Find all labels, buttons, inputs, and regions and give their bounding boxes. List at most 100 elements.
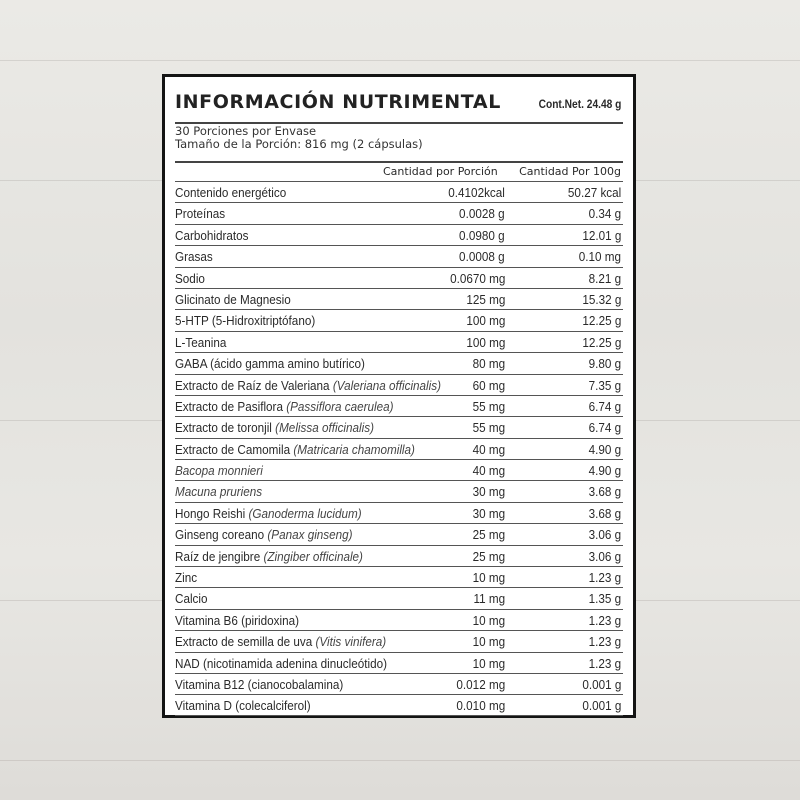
servings-per-container: 30 Porciones por Envase [175,124,317,138]
per-100g-value: 12.25 g [581,334,621,350]
per-serving-value: 125 mg [465,291,505,307]
table-row: Raíz de jengibre (Zingiber officinale) 25… [175,544,623,566]
per-100g-value: 50.27 kcal [567,185,621,200]
nutrient-name: Hongo Reishi (Ganoderma lucidum) [175,506,362,521]
per-serving-value: 60 mg [472,377,505,393]
nutrient-common-name: Vitamina B6 (piridoxina) [175,612,300,628]
per-serving-value: 0.0980 g [459,227,505,243]
nutrient-scientific-name: (Vitis vinifera) [315,634,387,650]
nutrient-table: Contenido energético 0.4102kcal 50.27 kca… [175,181,623,716]
nutrient-scientific-name: (Matricaria chamomilla) [293,441,415,457]
nutrient-common-name: Proteínas [175,206,226,222]
divider [175,161,623,163]
per-100g-value: 0.34 g [588,206,621,222]
per-serving-value: 0.4102kcal [448,185,505,200]
nutrient-scientific-name: (Zingiber officinale) [263,548,363,564]
table-row: Contenido energético 0.4102kcal 50.27 kca… [175,181,623,202]
table-row: Extracto de Raíz de Valeriana (Valeriana… [175,373,623,395]
nutrient-common-name: NAD (nicotinamida adenina dinucleótido) [175,655,388,671]
table-row: Vitamina B12 (cianocobalamina) 0.012 mg 0… [175,672,623,694]
nutrient-name: Proteínas [175,206,225,221]
nutrient-name: Zinc [175,570,197,585]
nutrient-scientific-name: (Passiflora caerulea) [286,398,394,414]
nutrient-name: Vitamina B6 (piridoxina) [175,613,299,628]
nutrient-scientific-name: (Melissa officinalis) [275,420,374,436]
table-row: Glicinato de Magnesio 125 mg 15.32 g [175,287,623,309]
nutrient-common-name: Extracto de semilla de uva [175,634,313,650]
nutrient-common-name: Extracto de Camomila [175,441,291,457]
nutrient-name: Vitamina D (colecalciferol) [175,698,311,713]
per-100g-value: 0.001 g [581,676,621,692]
nutrient-name: NAD (nicotinamida adenina dinucleótido) [175,656,387,671]
nutrient-name: Contenido energético [175,185,286,200]
per-serving-value: 0.0008 g [459,249,505,265]
table-row: Extracto de semilla de uva (Vitis vinife… [175,630,623,651]
net-content: Cont.Net. 24.48 g [538,97,621,111]
nutrient-name: Grasas [175,249,213,264]
table-row: NAD (nicotinamida adenina dinucleótido) … [175,651,623,673]
per-100g-value: 1.23 g [588,570,621,586]
serving-info: 30 Porciones por Envase Tamaño de la Por… [175,125,423,151]
table-row: Vitamina B6 (piridoxina) 10 mg 1.23 g [175,608,623,630]
nutrient-name: GABA (ácido gamma amino butírico) [175,356,365,371]
per-serving-value: 10 mg [472,612,505,628]
nutrition-label: INFORMACIÓN NUTRIMENTAL Cont.Net. 24.48 … [162,74,636,718]
nutrient-common-name: Ginseng coreano [175,527,265,543]
per-serving-value: 55 mg [472,420,505,436]
per-serving-value: 30 mg [472,505,505,521]
column-headers: Cantidad por Porción Cantidad Por 100g [175,165,623,181]
nutrient-scientific-name: (Ganoderma lucidum) [248,505,362,521]
table-row: Proteínas 0.0028 g 0.34 g [175,202,623,223]
per-serving-value: 0.0028 g [459,206,505,222]
nutrient-name: Bacopa monnieri [175,463,263,478]
per-100g-value: 15.32 g [581,291,621,307]
nutrient-common-name: Extracto de Pasiflora [175,398,283,414]
table-row: Vitamina D (colecalciferol) 0.010 mg 0.00… [175,694,623,716]
per-100g-value: 4.90 g [588,463,621,479]
per-serving-value: 0.010 mg [456,698,505,714]
per-serving-value: 25 mg [472,548,505,564]
divider [175,122,623,124]
nutrient-scientific-name: Bacopa monnieri [175,463,263,479]
nutrient-common-name: Sodio [175,270,205,286]
nutrient-name: Extracto de semilla de uva (Vitis vinife… [175,634,386,649]
per-serving-value: 30 mg [472,484,505,500]
per-serving-value: 10 mg [472,634,505,650]
nutrient-scientific-name: (Panax ginseng) [267,527,353,543]
per-100g-value: 3.06 g [588,548,621,564]
nutrient-common-name: Vitamina D (colecalciferol) [175,698,311,714]
table-row: Macuna pruriens 30 mg 3.68 g [175,480,623,501]
nutrient-common-name: Zinc [175,570,198,586]
per-100g-value: 6.74 g [588,398,621,414]
nutrient-common-name: L-Teanina [175,334,227,350]
nutrient-name: Extracto de Pasiflora (Passiflora caerul… [175,399,394,414]
table-row: Sodio 0.0670 mg 8.21 g [175,266,623,288]
nutrient-name: L-Teanina [175,335,226,350]
nutrient-name: Macuna pruriens [175,484,262,499]
table-row: Grasas 0.0008 g 0.10 mg [175,245,623,266]
nutrient-common-name: Extracto de Raíz de Valeriana [175,377,330,393]
nutrient-name: Sodio [175,271,205,286]
table-row: Calcio 11 mg 1.35 g [175,587,623,608]
nutrient-name: Glicinato de Magnesio [175,292,291,307]
per-100g-value: 12.01 g [581,227,621,243]
per-100g-value: 0.001 g [581,698,621,714]
per-serving-value: 11 mg [473,591,505,607]
nutrient-scientific-name: (Valeriana officinalis) [332,377,442,393]
table-row: Extracto de toronjil (Melissa officinali… [175,416,623,437]
nutrient-common-name: Glicinato de Magnesio [175,291,291,307]
nutrient-name: Extracto de Camomila (Matricaria chamomi… [175,442,415,457]
nutrient-name: Carbohidratos [175,228,248,243]
nutrient-name: Extracto de Raíz de Valeriana (Valeriana… [175,378,441,393]
table-row: Zinc 10 mg 1.23 g [175,566,623,587]
nutrient-common-name: Extracto de toronjil [175,420,272,436]
per-100g-value: 3.68 g [588,484,621,500]
nutrient-common-name: Hongo Reishi [175,505,246,521]
table-row: 5-HTP (5-Hidroxitriptófano) 100 mg 12.25 … [175,309,623,330]
nutrient-common-name: 5-HTP (5-Hidroxitriptófano) [175,313,316,329]
table-row: Carbohidratos 0.0980 g 12.01 g [175,223,623,245]
per-100g-value: 1.23 g [588,655,621,671]
per-100g-value: 6.74 g [588,420,621,436]
nutrient-common-name: GABA (ácido gamma amino butírico) [175,356,365,372]
per-100g-value: 3.68 g [588,505,621,521]
